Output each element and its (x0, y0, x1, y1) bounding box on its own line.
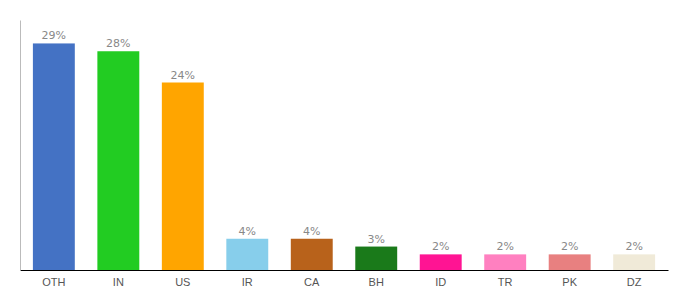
bar (420, 254, 462, 270)
x-tick-label: TR (498, 276, 513, 288)
x-tick: IN (113, 270, 124, 288)
x-tick: US (175, 270, 190, 288)
x-tick-label: OTH (42, 276, 65, 288)
x-tick-label: BH (369, 276, 384, 288)
y-axis (20, 21, 21, 271)
data-label: 2% (432, 240, 449, 253)
x-tick-label: IR (242, 276, 253, 288)
data-label: 29% (42, 29, 66, 42)
bars (33, 43, 655, 270)
x-tick-label: PK (562, 276, 577, 288)
chart: OTH IN US IR CA BH ID TR PK DZ 29% 28% 24% 4% 4% 3% 2% 2%… (0, 0, 680, 300)
x-axis: OTH IN US IR CA BH ID TR PK DZ (21, 270, 669, 288)
bar (484, 254, 526, 270)
bar (33, 43, 75, 270)
bar (549, 254, 591, 270)
bar (291, 239, 333, 270)
x-tick: TR (498, 270, 513, 288)
y-axis-line (20, 21, 21, 271)
data-label: 3% (368, 233, 385, 246)
x-tick: DZ (627, 270, 642, 288)
data-label: 28% (106, 37, 130, 50)
bar (97, 51, 139, 270)
x-tick: ID (435, 270, 446, 288)
data-labels: 29% 28% 24% 4% 4% 3% 2% 2% 2% 2% (42, 29, 643, 253)
data-label: 4% (239, 225, 256, 238)
x-tick: IR (242, 270, 253, 288)
x-tick-label: ID (435, 276, 446, 288)
x-axis-line (21, 270, 669, 271)
bar (226, 239, 268, 270)
x-tick: OTH (42, 270, 65, 288)
data-label: 2% (625, 240, 642, 253)
x-tick-label: DZ (627, 276, 642, 288)
x-tick-label: IN (113, 276, 124, 288)
bar (613, 254, 655, 270)
plot: OTH IN US IR CA BH ID TR PK DZ 29% 28% 24% 4% 4% 3% 2% 2%… (21, 21, 669, 288)
data-label: 2% (561, 240, 578, 253)
x-tick: PK (562, 270, 577, 288)
bar (162, 83, 204, 271)
data-label: 4% (303, 225, 320, 238)
x-tick: BH (369, 270, 384, 288)
bar (355, 247, 397, 270)
data-label: 24% (171, 69, 195, 82)
x-tick-label: US (175, 276, 190, 288)
data-label: 2% (496, 240, 513, 253)
x-tick-label: CA (304, 276, 320, 288)
x-tick: CA (304, 270, 320, 288)
